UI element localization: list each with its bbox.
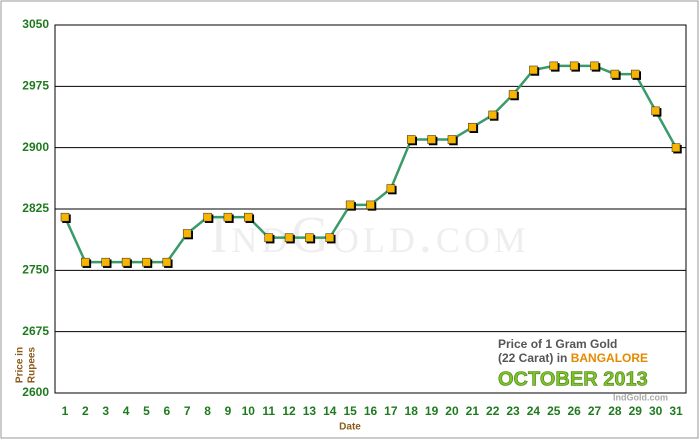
- annotation: BANGALORE: [571, 351, 648, 365]
- x-tick-label: 19: [425, 404, 439, 418]
- x-tick-label: 9: [225, 404, 232, 418]
- marker: [101, 257, 110, 267]
- marker: [569, 61, 579, 71]
- x-tick-label: 13: [303, 404, 317, 418]
- marker: [488, 110, 497, 120]
- marker: [142, 257, 151, 267]
- marker: [203, 212, 212, 222]
- x-tick-label: 31: [669, 404, 683, 418]
- x-tick-label: 4: [123, 404, 130, 418]
- x-tick-label: 27: [588, 404, 602, 418]
- y-axis-label: Rupees: [27, 347, 38, 384]
- x-axis-label: Date: [339, 422, 361, 433]
- x-tick-label: 30: [649, 404, 663, 418]
- x-tick-label: 22: [486, 404, 500, 418]
- y-axis-label: Price in: [15, 347, 26, 383]
- y-tick-label: 2975: [22, 79, 49, 93]
- y-tick-label: 2750: [22, 263, 49, 277]
- x-tick-label: 5: [143, 404, 150, 418]
- annotation: (22 Carat) in: [498, 351, 567, 365]
- x-tick-label: 6: [163, 404, 170, 418]
- marker: [121, 257, 131, 267]
- x-tick-label: 18: [405, 404, 419, 418]
- watermark: IndGold.com: [210, 207, 530, 264]
- x-tick-label: 29: [629, 404, 643, 418]
- marker: [264, 233, 273, 242]
- marker: [223, 212, 233, 222]
- x-tick-label: 20: [445, 404, 459, 418]
- x-tick-label: 25: [547, 404, 561, 418]
- marker: [182, 229, 192, 238]
- marker: [386, 184, 396, 193]
- x-tick-label: 3: [102, 404, 109, 418]
- marker: [529, 65, 538, 75]
- x-tick-label: 17: [384, 404, 398, 418]
- marker: [81, 257, 90, 267]
- x-tick-label: 16: [364, 404, 378, 418]
- marker: [468, 122, 477, 132]
- x-tick-label: 28: [608, 404, 622, 418]
- y-tick-label: 2675: [22, 324, 49, 338]
- x-tick-label: 8: [204, 404, 211, 418]
- marker: [549, 61, 559, 71]
- x-tick-label: 23: [506, 404, 520, 418]
- x-tick-label: 10: [242, 404, 256, 418]
- marker: [406, 135, 416, 144]
- marker: [325, 233, 335, 242]
- x-tick-label: 26: [567, 404, 581, 418]
- marker: [305, 233, 314, 242]
- marker: [610, 69, 620, 79]
- x-tick-label: 24: [527, 404, 541, 418]
- y-tick-label: 2600: [22, 385, 49, 399]
- x-tick-label: 7: [184, 404, 191, 418]
- x-tick-label: 12: [282, 404, 296, 418]
- marker: [427, 135, 436, 144]
- marker: [366, 200, 375, 210]
- marker: [162, 257, 172, 267]
- annotation: OCTOBER 2013: [498, 368, 648, 390]
- marker: [631, 69, 640, 79]
- x-tick-label: 14: [323, 404, 337, 418]
- annotation: Price of 1 Gram Gold: [498, 337, 617, 351]
- marker: [671, 143, 681, 152]
- marker: [284, 233, 294, 242]
- x-tick-label: 11: [262, 404, 275, 418]
- x-tick-label: 1: [62, 404, 69, 418]
- marker: [651, 106, 660, 116]
- x-tick-label: 2: [82, 404, 89, 418]
- y-tick-label: 2900: [22, 140, 49, 154]
- marker: [590, 61, 599, 71]
- source: IndGold.com: [613, 392, 668, 402]
- marker: [244, 212, 253, 222]
- annotation: (22 Carat) in BANGALORE: [498, 351, 648, 365]
- marker: [447, 135, 457, 144]
- marker: [60, 212, 70, 222]
- x-tick-label: 21: [466, 404, 480, 418]
- x-tick-label: 15: [343, 404, 357, 418]
- marker: [345, 200, 355, 210]
- marker: [508, 90, 518, 99]
- y-tick-label: 3050: [22, 17, 49, 31]
- y-tick-label: 2825: [22, 201, 49, 215]
